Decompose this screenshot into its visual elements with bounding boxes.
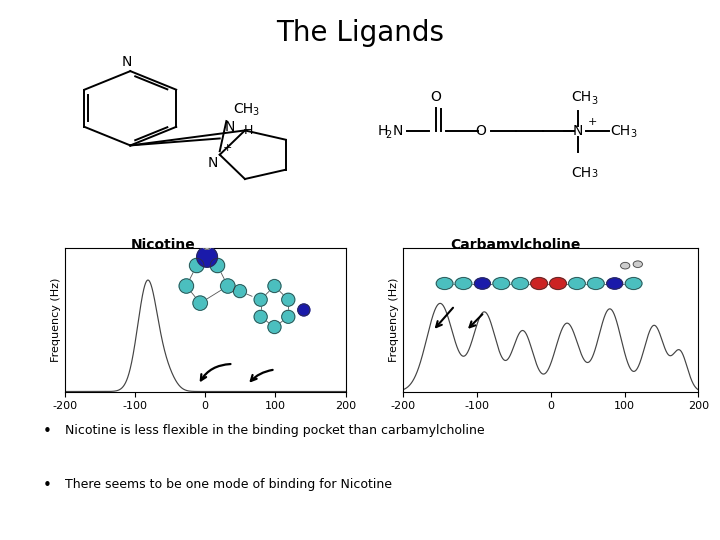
Text: The Ligands: The Ligands: [276, 19, 444, 47]
Circle shape: [621, 262, 630, 269]
Circle shape: [254, 293, 267, 306]
Text: +: +: [222, 143, 232, 153]
Text: N: N: [393, 125, 403, 138]
Text: CH: CH: [233, 103, 253, 117]
Text: N: N: [207, 156, 218, 170]
Text: There seems to be one mode of binding for Nicotine: There seems to be one mode of binding fo…: [65, 478, 392, 491]
Circle shape: [607, 278, 623, 289]
Text: 3: 3: [252, 107, 258, 117]
Circle shape: [512, 278, 528, 289]
Text: O: O: [475, 125, 487, 138]
Circle shape: [633, 261, 642, 267]
Circle shape: [210, 258, 225, 273]
Text: +: +: [588, 117, 598, 127]
Circle shape: [298, 304, 310, 316]
Text: N: N: [225, 120, 235, 134]
Circle shape: [233, 285, 246, 298]
Text: O: O: [431, 90, 441, 104]
Text: Nicotine is less flexible in the binding pocket than carbamylcholine: Nicotine is less flexible in the binding…: [65, 424, 485, 437]
Text: Nicotine: Nicotine: [131, 238, 196, 252]
Text: CH: CH: [571, 166, 591, 180]
Text: 3: 3: [631, 129, 636, 139]
Circle shape: [220, 279, 235, 293]
Circle shape: [531, 278, 547, 289]
Circle shape: [268, 321, 281, 334]
Circle shape: [282, 310, 295, 323]
Circle shape: [549, 278, 567, 289]
Text: •: •: [43, 478, 52, 493]
Circle shape: [436, 278, 453, 289]
Y-axis label: Frequency (Hz): Frequency (Hz): [50, 278, 60, 362]
Text: Carbamylcholine: Carbamylcholine: [450, 238, 581, 252]
Text: 3: 3: [591, 169, 597, 179]
Circle shape: [179, 279, 194, 293]
Circle shape: [197, 247, 217, 267]
Circle shape: [268, 280, 281, 293]
Circle shape: [569, 278, 585, 289]
Text: H: H: [243, 124, 253, 137]
Circle shape: [493, 278, 510, 289]
Circle shape: [189, 258, 204, 273]
Text: CH: CH: [571, 90, 591, 104]
Text: CH: CH: [611, 125, 631, 138]
Circle shape: [203, 241, 212, 249]
Circle shape: [193, 296, 207, 310]
Circle shape: [455, 278, 472, 289]
Text: •: •: [43, 424, 52, 439]
Y-axis label: Frequency (Hz): Frequency (Hz): [389, 278, 399, 362]
Text: H: H: [377, 125, 387, 138]
Text: N: N: [572, 125, 583, 138]
Text: 2: 2: [385, 130, 391, 140]
Circle shape: [254, 310, 267, 323]
Text: N: N: [122, 55, 132, 69]
Circle shape: [282, 293, 295, 306]
Circle shape: [625, 278, 642, 289]
Circle shape: [588, 278, 604, 289]
Text: 3: 3: [591, 97, 597, 106]
Circle shape: [474, 278, 490, 289]
